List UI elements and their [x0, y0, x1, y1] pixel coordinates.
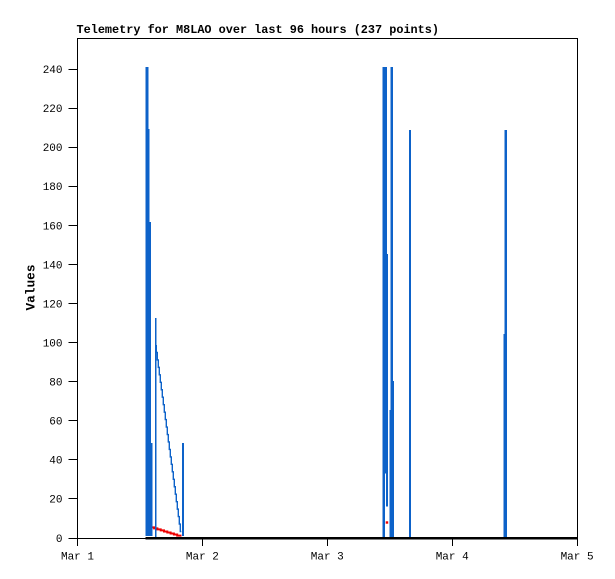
- svg-text:80: 80: [49, 378, 62, 390]
- svg-text:200: 200: [43, 143, 63, 155]
- svg-text:100: 100: [43, 339, 63, 351]
- svg-text:Telemetry for M8LAO over last: Telemetry for M8LAO over last 96 hours (…: [77, 23, 439, 37]
- svg-text:240: 240: [43, 65, 63, 77]
- svg-text:Mar 1: Mar 1: [61, 552, 94, 564]
- svg-text:60: 60: [49, 417, 62, 429]
- svg-text:Mar 4: Mar 4: [436, 552, 469, 564]
- svg-text:20: 20: [49, 495, 62, 507]
- svg-text:180: 180: [43, 182, 63, 194]
- svg-text:120: 120: [43, 299, 63, 311]
- svg-text:Values: Values: [24, 264, 39, 310]
- svg-text:Mar 2: Mar 2: [186, 552, 219, 564]
- svg-text:0: 0: [56, 534, 63, 546]
- svg-text:40: 40: [49, 456, 62, 468]
- svg-text:Mar 3: Mar 3: [311, 552, 344, 564]
- svg-text:Mar 5: Mar 5: [561, 552, 594, 564]
- svg-text:160: 160: [43, 221, 63, 233]
- svg-text:220: 220: [43, 104, 63, 116]
- svg-text:140: 140: [43, 260, 63, 272]
